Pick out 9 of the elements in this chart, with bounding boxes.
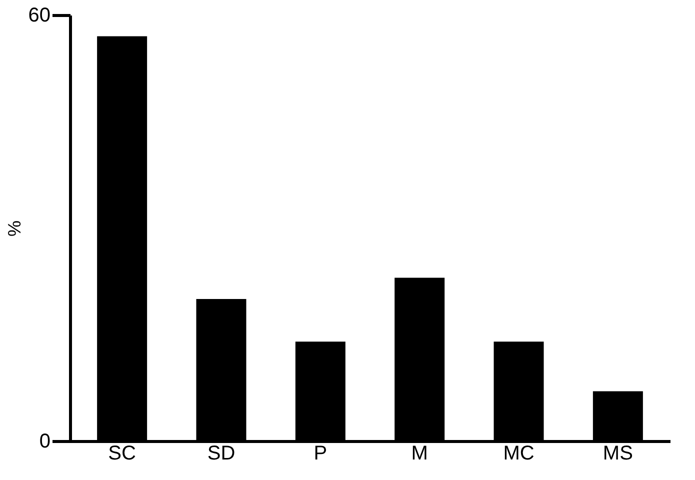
x-tick-label: SD <box>207 442 236 464</box>
x-tick-label: MC <box>503 442 534 464</box>
y-tick-label: 60 <box>28 4 50 26</box>
y-tick-label: 0 <box>39 430 50 452</box>
x-tick-label: MS <box>602 442 633 464</box>
x-tick-label: P <box>314 442 328 464</box>
y-axis-title: % <box>4 220 24 237</box>
x-tick-label: M <box>411 442 428 464</box>
x-tick-label: SC <box>108 442 136 464</box>
